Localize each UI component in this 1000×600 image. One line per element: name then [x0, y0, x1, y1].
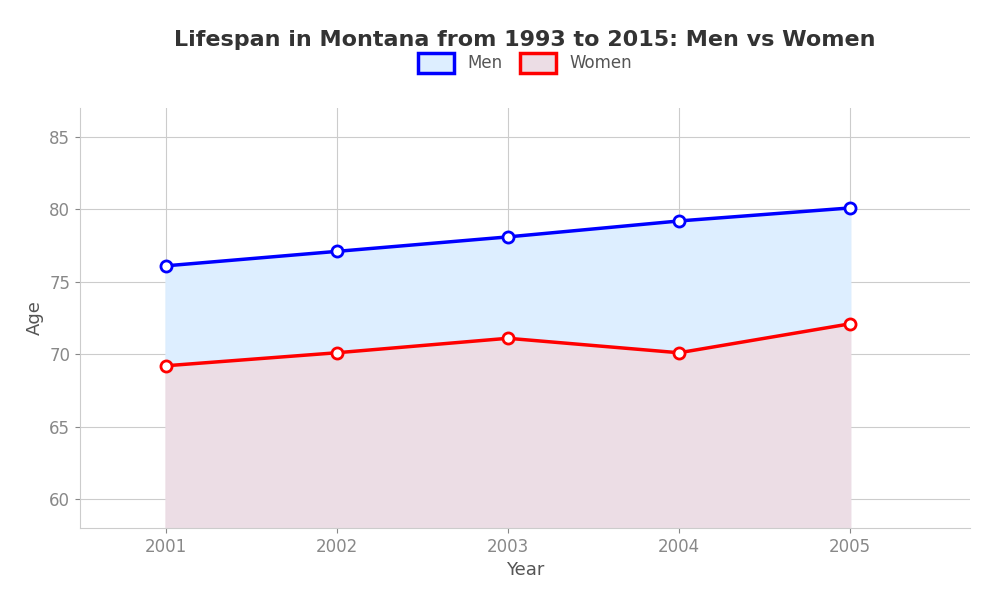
Legend: Men, Women: Men, Women	[409, 45, 641, 81]
Y-axis label: Age: Age	[26, 301, 44, 335]
X-axis label: Year: Year	[506, 561, 544, 579]
Title: Lifespan in Montana from 1993 to 2015: Men vs Women: Lifespan in Montana from 1993 to 2015: M…	[174, 29, 876, 49]
